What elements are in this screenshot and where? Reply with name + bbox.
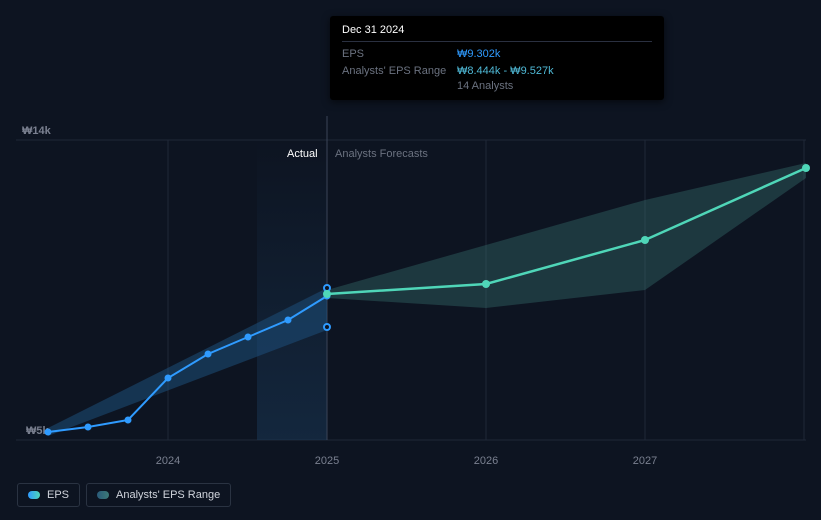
x-axis-tick: 2027 [633, 455, 657, 467]
actual-eps-point[interactable] [45, 429, 52, 436]
legend-swatch-icon [97, 491, 109, 499]
actual-eps-point[interactable] [205, 351, 212, 358]
actual-eps-point[interactable] [285, 317, 292, 324]
forecast-eps-point[interactable] [641, 236, 649, 244]
chart-tooltip: Dec 31 2024 EPS₩9.302kAnalysts' EPS Rang… [330, 16, 664, 100]
actual-eps-point[interactable] [85, 424, 92, 431]
x-axis-tick: 2025 [315, 455, 339, 467]
tooltip-analyst-count: 14 Analysts [457, 80, 652, 92]
region-label-actual: Actual [287, 148, 318, 160]
divider [342, 41, 652, 42]
forecast-range-area [327, 163, 806, 308]
tooltip-row-label: Analysts' EPS Range [342, 63, 457, 80]
legend-item[interactable]: EPS [17, 483, 80, 507]
tooltip-row: EPS₩9.302k [342, 46, 652, 63]
legend-swatch-icon [28, 491, 40, 499]
x-axis-tick: 2024 [156, 455, 180, 467]
tooltip-row-value: ₩9.302k [457, 46, 500, 63]
eps-forecast-chart: Dec 31 2024 EPS₩9.302kAnalysts' EPS Rang… [0, 0, 821, 520]
region-label-forecast: Analysts Forecasts [335, 148, 428, 160]
legend-label: Analysts' EPS Range [116, 489, 220, 501]
actual-eps-point[interactable] [165, 375, 172, 382]
tooltip-date: Dec 31 2024 [342, 24, 652, 36]
legend-item[interactable]: Analysts' EPS Range [86, 483, 231, 507]
tooltip-row: Analysts' EPS Range₩8.444k - ₩9.527k [342, 63, 652, 80]
actual-eps-point[interactable] [125, 417, 132, 424]
range-endpoint-marker [324, 324, 330, 330]
forecast-eps-point[interactable] [482, 280, 490, 288]
chart-legend: EPS Analysts' EPS Range [17, 483, 231, 507]
actual-eps-point[interactable] [245, 334, 252, 341]
legend-label: EPS [47, 489, 69, 501]
x-axis-tick: 2026 [474, 455, 498, 467]
tooltip-row-value: ₩8.444k - ₩9.527k [457, 63, 554, 80]
forecast-eps-point[interactable] [323, 290, 331, 298]
tooltip-row-label: EPS [342, 46, 457, 63]
